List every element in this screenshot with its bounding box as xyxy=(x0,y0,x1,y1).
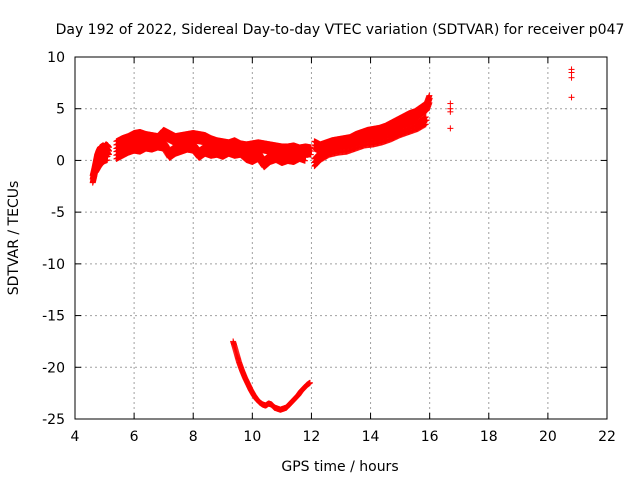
y-tick-labels: -25 -20 -15 -10 -5 0 5 10 xyxy=(42,50,65,428)
y-tick-label: 0 xyxy=(56,153,65,169)
data-point-band-main-upper xyxy=(307,144,314,151)
axis-ticks xyxy=(74,56,608,420)
data-points xyxy=(89,66,575,413)
x-tick-label: 8 xyxy=(189,429,198,445)
data-point-band-early-lower xyxy=(104,153,111,160)
y-tick-label: 10 xyxy=(47,50,65,66)
x-tick-label: 6 xyxy=(130,429,139,445)
x-tick-label: 10 xyxy=(243,429,261,445)
x-tick-label: 16 xyxy=(421,429,439,445)
y-tick-label: -15 xyxy=(42,309,65,325)
y-tick-label: 5 xyxy=(56,102,65,118)
data-point-band-main-upper xyxy=(308,148,315,155)
y-tick-label: -25 xyxy=(42,412,65,428)
data-point-isolated-16.7 xyxy=(447,108,454,115)
x-axis-label: GPS time / hours xyxy=(281,459,398,475)
chart-title: Day 192 of 2022, Sidereal Day-to-day VTE… xyxy=(56,22,625,38)
data-point-isolated-16.7 xyxy=(447,100,454,107)
plot-frame xyxy=(74,56,608,420)
y-tick-label: -10 xyxy=(42,257,65,273)
y-tick-label: -20 xyxy=(42,360,65,376)
x-tick-label: 22 xyxy=(598,429,616,445)
x-tick-labels: 4 6 8 10 12 14 16 18 20 22 xyxy=(71,429,616,445)
x-tick-label: 20 xyxy=(539,429,557,445)
data-point-isolated-20.8 xyxy=(568,74,575,81)
x-tick-label: 12 xyxy=(303,429,321,445)
y-tick-label: -5 xyxy=(51,205,65,221)
grid-lines xyxy=(75,57,607,419)
data-point-isolated-20.8 xyxy=(568,94,575,101)
data-point-isolated-20.8 xyxy=(568,69,575,76)
y-axis-label: SDTVAR / TECUs xyxy=(6,181,22,296)
x-tick-label: 18 xyxy=(480,429,498,445)
x-tick-label: 14 xyxy=(362,429,380,445)
data-point-band-main-upper xyxy=(307,151,314,158)
data-point-isolated-16.7 xyxy=(447,125,454,132)
x-tick-label: 4 xyxy=(71,429,80,445)
